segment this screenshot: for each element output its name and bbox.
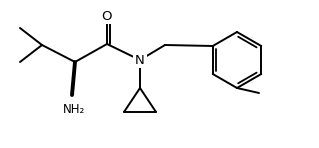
Text: N: N: [135, 53, 145, 66]
Text: NH₂: NH₂: [63, 103, 85, 116]
Text: O: O: [102, 9, 112, 22]
